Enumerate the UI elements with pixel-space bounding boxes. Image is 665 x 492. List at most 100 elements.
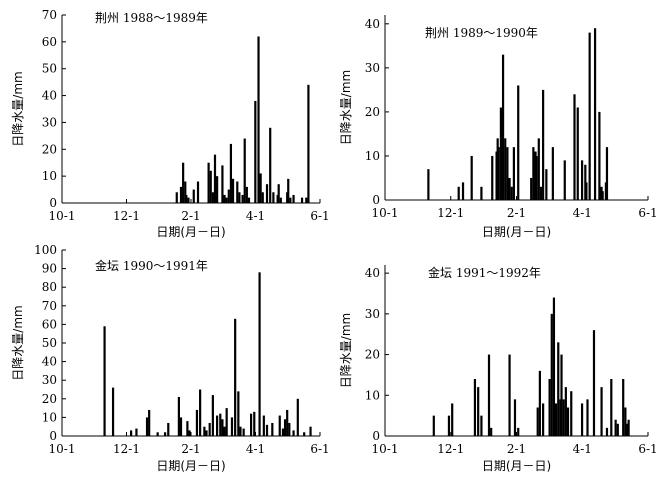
precip-bar: [279, 197, 282, 203]
precip-bar: [242, 428, 245, 436]
precip-bar: [480, 186, 483, 200]
y-tick-label: 20: [42, 142, 57, 156]
precip-bar: [234, 318, 237, 436]
precip-bar: [517, 85, 520, 200]
precip-bar: [227, 189, 230, 203]
precip-bar: [231, 178, 235, 203]
y-tick-label: 0: [372, 193, 380, 207]
precip-bar: [566, 407, 570, 436]
precip-bar: [271, 422, 274, 436]
precip-bar: [487, 354, 491, 436]
precip-bar: [211, 395, 214, 436]
precip-bar: [221, 419, 224, 436]
x-axis-title: 日期(月－日): [482, 225, 551, 239]
precip-bar: [552, 297, 556, 436]
x-tick-label: 4-1: [246, 209, 265, 223]
precip-bar: [241, 194, 244, 203]
precip-bar: [592, 330, 596, 436]
precip-bar: [550, 313, 553, 436]
precip-bar: [470, 155, 473, 200]
precip-bar: [300, 197, 304, 203]
precip-bar: [432, 415, 435, 436]
x-tick-label: 10-1: [372, 206, 399, 220]
precip-bar: [192, 189, 195, 203]
precip-bar: [627, 419, 630, 436]
precip-bar: [491, 155, 494, 200]
precip-bar: [175, 192, 178, 203]
precip-bar: [237, 391, 240, 436]
y-tick-label: 0: [49, 196, 57, 210]
y-tick-label: 10: [365, 388, 380, 402]
precip-bar: [247, 197, 251, 203]
precip-bar: [508, 354, 511, 436]
precip-bar: [184, 181, 187, 203]
precip-bar: [585, 182, 588, 200]
precip-bar: [542, 403, 545, 436]
precip-bar: [586, 399, 589, 436]
x-tick-label: 4-1: [246, 442, 265, 456]
y-tick-label: 70: [42, 8, 57, 22]
precip-bar: [278, 415, 281, 436]
y-tick-label: 100: [34, 243, 57, 257]
panel-title: 金坛 1991～1992年: [428, 265, 541, 280]
precip-bar: [499, 107, 503, 200]
precip-bar: [461, 182, 465, 200]
precip-bar: [576, 107, 579, 200]
precip-bar: [265, 184, 269, 203]
precip-bar: [258, 272, 261, 436]
x-tick-label: 6-1: [638, 206, 657, 220]
precip-bar: [605, 427, 609, 436]
precip-bar: [243, 138, 246, 203]
precip-bar: [254, 100, 257, 203]
precip-bar: [111, 387, 115, 436]
x-tick-label: 2-1: [507, 206, 526, 220]
y-tick-label: 20: [365, 105, 380, 119]
precip-bar: [135, 428, 138, 436]
precip-bar: [205, 430, 208, 436]
precip-bar: [225, 197, 228, 203]
precip-bar: [177, 396, 180, 436]
y-tick-label: 30: [42, 373, 57, 387]
precip-bar: [605, 147, 609, 200]
precip-bar: [624, 407, 627, 436]
x-axis-title: 日期(月－日): [156, 225, 225, 239]
precip-bar: [281, 428, 285, 436]
y-tick-label: 30: [42, 115, 57, 129]
precip-bar: [616, 423, 619, 436]
y-axis-title: 日降水量/mm: [11, 305, 25, 380]
precip-bar: [223, 194, 226, 203]
precip-bar: [261, 192, 264, 203]
precip-bar: [296, 398, 299, 436]
precip-bar: [209, 170, 212, 203]
precip-bar: [199, 389, 202, 436]
precip-bar: [580, 403, 584, 436]
precip-bar: [614, 419, 617, 436]
y-tick-label: 50: [42, 336, 57, 350]
x-tick-label: 10-1: [49, 442, 76, 456]
y-tick-label: 50: [42, 62, 57, 76]
precip-bar: [259, 173, 262, 203]
y-tick-label: 90: [42, 262, 57, 276]
y-tick-label: 10: [365, 149, 380, 163]
precip-bar: [542, 89, 545, 200]
precip-bar: [148, 409, 151, 436]
precip-bar: [223, 426, 226, 436]
precip-bar: [292, 430, 295, 436]
precip-bar: [305, 197, 308, 203]
x-tick-label: 2-1: [181, 209, 200, 223]
precip-bar: [309, 426, 312, 436]
precip-bar: [225, 408, 228, 436]
precip-bar: [560, 354, 563, 436]
precip-bar: [593, 28, 597, 201]
precip-bar: [179, 417, 183, 436]
precip-bar: [265, 424, 269, 436]
precip-bar: [477, 387, 480, 436]
x-tick-label: 10-1: [372, 442, 399, 456]
precip-bar: [555, 403, 558, 436]
precip-bar: [517, 427, 520, 436]
panel-1: 0 10 20 30 40 50 60 70 10-1 12-1 2-1 4-1 6-1 荆州 1988～…: [11, 8, 330, 239]
precip-bar: [625, 423, 628, 436]
precip-bar: [289, 197, 292, 203]
x-tick-label: 2-1: [507, 442, 526, 456]
